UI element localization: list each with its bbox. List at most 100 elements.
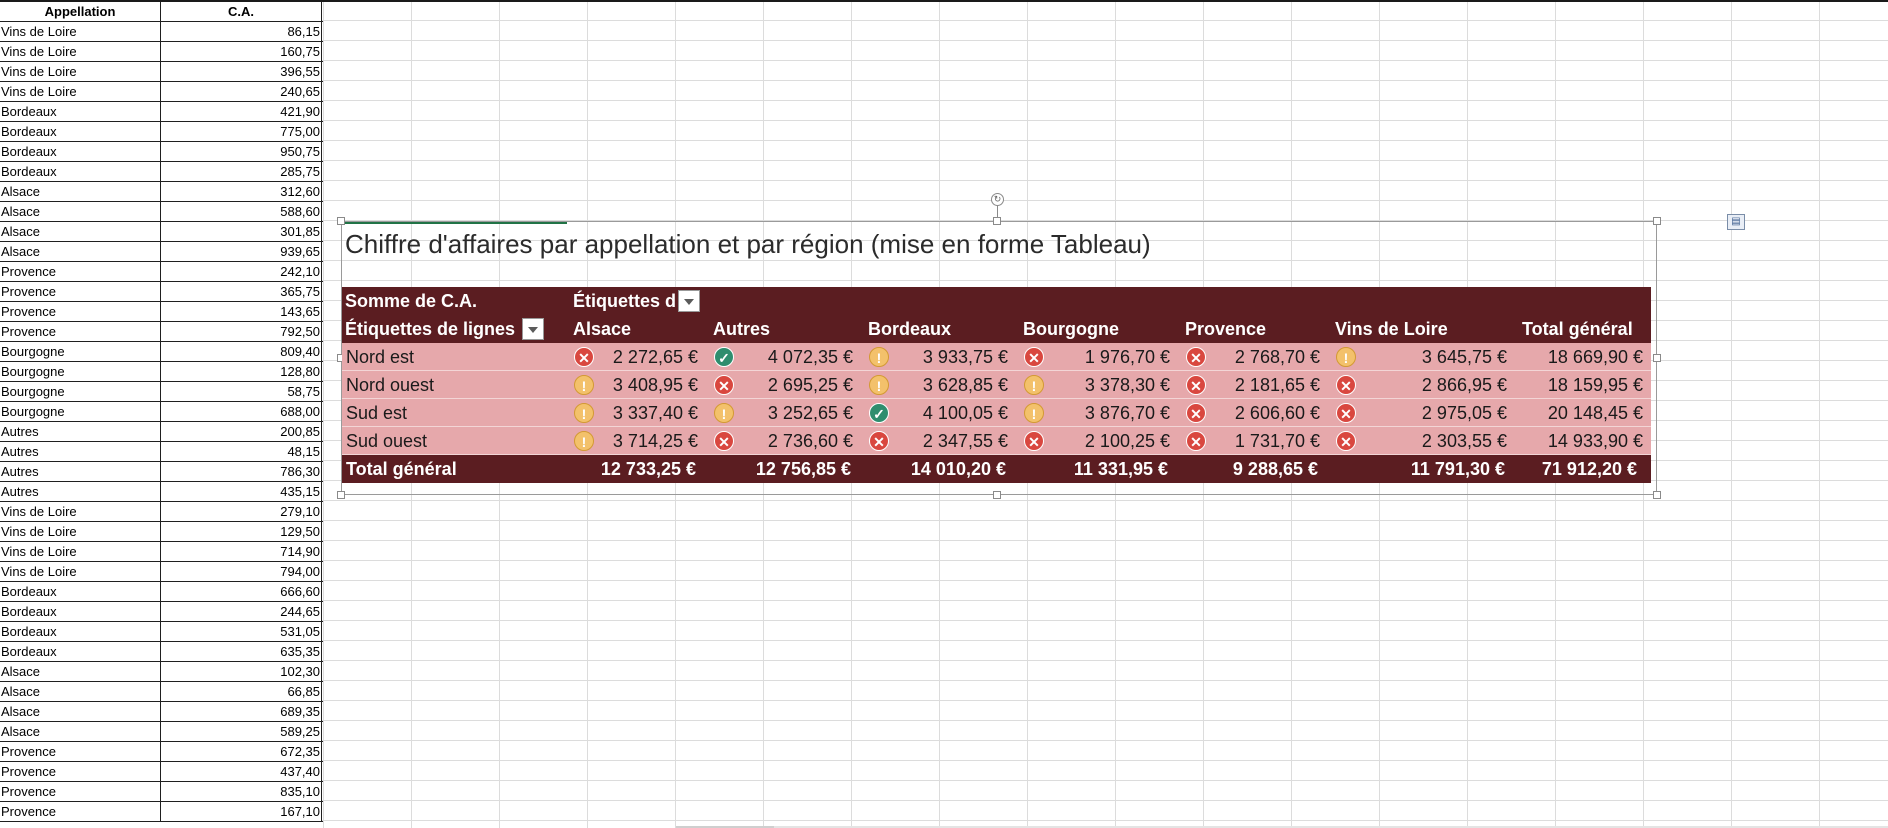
appellation-cell[interactable]: Vins de Loire bbox=[0, 42, 161, 61]
appellation-cell[interactable]: Alsace bbox=[0, 702, 161, 721]
appellation-cell[interactable]: Vins de Loire bbox=[0, 562, 161, 581]
pivot-column-header[interactable]: Alsace bbox=[573, 319, 632, 339]
appellation-cell[interactable]: Vins de Loire bbox=[0, 82, 161, 101]
ca-cell[interactable]: 688,00 bbox=[161, 402, 322, 421]
ca-cell[interactable]: 48,15 bbox=[161, 442, 322, 461]
pivot-value-cell[interactable]: ✕ 2 975,05 € bbox=[1332, 399, 1519, 426]
pivot-column-header[interactable]: Vins de Loire bbox=[1335, 319, 1448, 339]
ca-cell[interactable]: 86,15 bbox=[161, 22, 322, 41]
total-value-cell[interactable]: 11 791,30 € bbox=[1410, 459, 1505, 479]
pivot-value-cell[interactable]: ✕ 1 976,70 € bbox=[1020, 343, 1182, 370]
appellation-cell[interactable]: Bordeaux bbox=[0, 142, 161, 161]
ca-cell[interactable]: 588,60 bbox=[161, 202, 322, 221]
resize-handle[interactable] bbox=[337, 217, 345, 225]
appellation-cell[interactable]: Bourgogne bbox=[0, 402, 161, 421]
appellation-cell[interactable]: Provence bbox=[0, 322, 161, 341]
ca-cell[interactable]: 792,50 bbox=[161, 322, 322, 341]
appellation-cell[interactable]: Bordeaux bbox=[0, 642, 161, 661]
appellation-cell[interactable]: Provence bbox=[0, 282, 161, 301]
ca-cell[interactable]: 435,15 bbox=[161, 482, 322, 501]
quick-analysis-icon[interactable]: ▤ bbox=[1727, 214, 1745, 230]
pivot-column-header[interactable]: Bordeaux bbox=[868, 319, 952, 339]
ca-cell[interactable]: 312,60 bbox=[161, 182, 322, 201]
ca-cell[interactable]: 66,85 bbox=[161, 682, 322, 701]
pivot-value-cell[interactable]: ✕ 2 100,25 € bbox=[1020, 427, 1182, 454]
appellation-cell[interactable]: Alsace bbox=[0, 242, 161, 261]
ca-cell[interactable]: 421,90 bbox=[161, 102, 322, 121]
pivot-value-cell[interactable]: ! 3 408,95 € bbox=[570, 371, 710, 398]
appellation-cell[interactable]: Bordeaux bbox=[0, 622, 161, 641]
ca-cell[interactable]: 939,65 bbox=[161, 242, 322, 261]
appellation-cell[interactable]: Alsace bbox=[0, 202, 161, 221]
horizontal-scrollbar[interactable] bbox=[676, 826, 776, 828]
total-value-cell[interactable]: 12 756,85 € bbox=[755, 459, 851, 479]
appellation-cell[interactable]: Alsace bbox=[0, 722, 161, 741]
ca-cell[interactable]: 589,25 bbox=[161, 722, 322, 741]
ca-cell[interactable]: 167,10 bbox=[161, 802, 322, 821]
appellation-cell[interactable]: Provence bbox=[0, 302, 161, 321]
ca-cell[interactable]: 279,10 bbox=[161, 502, 322, 521]
appellation-cell[interactable]: Provence bbox=[0, 762, 161, 781]
appellation-cell[interactable]: Vins de Loire bbox=[0, 22, 161, 41]
pivot-value-cell[interactable]: ✓ 4 100,05 € bbox=[865, 399, 1020, 426]
pivot-value-cell[interactable]: ✕ 2 736,60 € bbox=[710, 427, 865, 454]
resize-handle[interactable] bbox=[1653, 354, 1661, 362]
appellation-cell[interactable]: Autres bbox=[0, 422, 161, 441]
ca-cell[interactable]: 58,75 bbox=[161, 382, 322, 401]
resize-handle[interactable] bbox=[1653, 491, 1661, 499]
pivot-value-cell[interactable]: ✕ 1 731,70 € bbox=[1182, 427, 1332, 454]
resize-handle[interactable] bbox=[1653, 217, 1661, 225]
pivot-value-cell[interactable]: ! 3 628,85 € bbox=[865, 371, 1020, 398]
pivot-value-cell[interactable]: ! 3 252,65 € bbox=[710, 399, 865, 426]
appellation-cell[interactable]: Vins de Loire bbox=[0, 62, 161, 81]
appellation-cell[interactable]: Alsace bbox=[0, 662, 161, 681]
ca-cell[interactable]: 244,65 bbox=[161, 602, 322, 621]
appellation-cell[interactable]: Bordeaux bbox=[0, 162, 161, 181]
pivot-value-cell[interactable]: 18 669,90 € bbox=[1519, 343, 1651, 370]
ca-cell[interactable]: 285,75 bbox=[161, 162, 322, 181]
pivot-value-cell[interactable]: 18 159,95 € bbox=[1519, 371, 1651, 398]
appellation-cell[interactable]: Provence bbox=[0, 742, 161, 761]
header-appellation[interactable]: Appellation bbox=[0, 2, 161, 21]
appellation-cell[interactable]: Bourgogne bbox=[0, 342, 161, 361]
appellation-cell[interactable]: Autres bbox=[0, 482, 161, 501]
header-ca[interactable]: C.A. bbox=[161, 2, 322, 21]
pivot-value-cell[interactable]: ! 3 645,75 € bbox=[1332, 343, 1519, 370]
pivot-value-cell[interactable]: ✕ 2 272,65 € bbox=[570, 343, 710, 370]
ca-cell[interactable]: 365,75 bbox=[161, 282, 322, 301]
appellation-cell[interactable]: Bordeaux bbox=[0, 102, 161, 121]
ca-cell[interactable]: 129,50 bbox=[161, 522, 322, 541]
pivot-value-cell[interactable]: ✕ 2 347,55 € bbox=[865, 427, 1020, 454]
appellation-cell[interactable]: Vins de Loire bbox=[0, 522, 161, 541]
appellation-cell[interactable]: Autres bbox=[0, 462, 161, 481]
appellation-cell[interactable]: Alsace bbox=[0, 182, 161, 201]
pivot-value-cell[interactable]: ! 3 876,70 € bbox=[1020, 399, 1182, 426]
ca-cell[interactable]: 143,65 bbox=[161, 302, 322, 321]
pivot-value-cell[interactable]: ✕ 2 866,95 € bbox=[1332, 371, 1519, 398]
rotate-handle-icon[interactable]: ↻ bbox=[991, 193, 1004, 206]
pivot-column-header[interactable]: Autres bbox=[713, 319, 771, 339]
ca-cell[interactable]: 200,85 bbox=[161, 422, 322, 441]
ca-cell[interactable]: 242,10 bbox=[161, 262, 322, 281]
ca-cell[interactable]: 160,75 bbox=[161, 42, 322, 61]
ca-cell[interactable]: 689,35 bbox=[161, 702, 322, 721]
pivot-value-cell[interactable]: ✓ 4 072,35 € bbox=[710, 343, 865, 370]
pivot-column-header[interactable]: Bourgogne bbox=[1023, 319, 1119, 339]
appellation-cell[interactable]: Provence bbox=[0, 262, 161, 281]
pivot-value-cell[interactable]: ! 3 933,75 € bbox=[865, 343, 1020, 370]
appellation-cell[interactable]: Autres bbox=[0, 442, 161, 461]
appellation-cell[interactable]: Bourgogne bbox=[0, 382, 161, 401]
ca-cell[interactable]: 240,65 bbox=[161, 82, 322, 101]
ca-cell[interactable]: 437,40 bbox=[161, 762, 322, 781]
pivot-value-cell[interactable]: 14 933,90 € bbox=[1519, 427, 1651, 454]
pivot-value-cell[interactable]: ✕ 2 303,55 € bbox=[1332, 427, 1519, 454]
total-value-cell[interactable]: 71 912,20 € bbox=[1541, 459, 1637, 479]
appellation-cell[interactable]: Bordeaux bbox=[0, 582, 161, 601]
pivot-row-label[interactable]: Sud ouest bbox=[346, 431, 428, 451]
pivot-value-cell[interactable]: ✕ 2 181,65 € bbox=[1182, 371, 1332, 398]
resize-handle[interactable] bbox=[337, 491, 345, 499]
total-value-cell[interactable]: 11 331,95 € bbox=[1073, 459, 1168, 479]
total-value-cell[interactable]: 14 010,20 € bbox=[910, 459, 1006, 479]
ca-cell[interactable]: 635,35 bbox=[161, 642, 322, 661]
pivot-value-cell[interactable]: ✕ 2 768,70 € bbox=[1182, 343, 1332, 370]
